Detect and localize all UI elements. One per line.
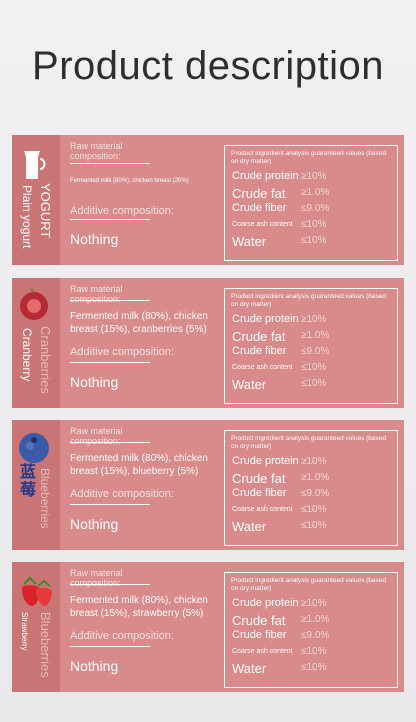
product-card: Blueberries 蓝莓 Raw material composition: Fe… [12, 420, 404, 550]
side-label: 蓝莓 [20, 464, 37, 499]
side-label: Blueberries [38, 468, 52, 529]
analysis-value: ≤9.0% [301, 346, 330, 357]
underline [70, 442, 150, 443]
product-card: YOGURT Plain yogurt Raw material compositi… [12, 135, 404, 265]
raw-material-label: Raw material composition: [70, 284, 123, 304]
side-label: YOGURT [38, 183, 53, 239]
analysis-name: Water [232, 234, 267, 249]
raw-material-label: Raw material composition: [70, 426, 123, 446]
additive-label: Additive composition: [70, 630, 174, 642]
additive-value: Nothing [70, 658, 119, 674]
product-card: Cranberries Cranberry Raw material composi… [12, 278, 404, 408]
analysis-title: Product ingredient analysis guaranteed v… [231, 435, 387, 450]
analysis-name: Crude protein [232, 597, 299, 609]
analysis-name: Crude fiber [232, 487, 287, 499]
underline [70, 219, 150, 220]
raw-material-text: Fermented milk (80%), chicken breast (15… [70, 453, 208, 477]
raw-material-text: Fermented milk (80%), chicken breast (20… [70, 178, 189, 184]
additive-label: Additive composition: [70, 346, 174, 358]
analysis-box: Product ingredient analysis guaranteed v… [224, 145, 398, 261]
analysis-value: ≤10% [301, 378, 327, 389]
underline [70, 646, 150, 647]
analysis-value: ≤10% [301, 219, 327, 230]
analysis-title: Product ingredient analysis guaranteed v… [231, 577, 387, 592]
analysis-name: Crude fat [232, 471, 286, 486]
side-strip: YOGURT Plain yogurt [12, 135, 60, 265]
analysis-name: Water [232, 377, 267, 392]
analysis-name: Crude fiber [232, 202, 287, 214]
analysis-name: Coarse ash content [232, 364, 293, 371]
analysis-value: ≥1.0% [301, 330, 330, 341]
analysis-value: ≤10% [301, 504, 327, 515]
analysis-name: Crude protein [232, 313, 299, 325]
analysis-value: ≤9.0% [301, 630, 330, 641]
analysis-value: ≤10% [301, 646, 327, 657]
analysis-name: Coarse ash content [232, 221, 293, 228]
analysis-name: Crude protein [232, 170, 299, 182]
raw-material-text: Fermented milk (80%), chicken breast (15… [70, 311, 208, 335]
analysis-name: Coarse ash content [232, 506, 293, 513]
raw-material-label: Raw material composition: [70, 568, 123, 588]
analysis-value: ≥1.0% [301, 187, 330, 198]
analysis-value: ≤10% [301, 235, 327, 246]
analysis-value: ≤10% [301, 662, 327, 673]
additive-label: Additive composition: [70, 205, 174, 217]
page-title: Product description [32, 44, 384, 88]
analysis-title: Product ingredient analysis guaranteed v… [231, 293, 387, 308]
analysis-name: Crude fat [232, 186, 286, 201]
additive-label: Additive composition: [70, 488, 174, 500]
analysis-value: ≥1.0% [301, 614, 330, 625]
product-icon [20, 288, 48, 320]
analysis-title: Product ingredient analysis guaranteed v… [231, 150, 387, 165]
product-icon [22, 576, 52, 606]
raw-material-label: Raw material composition: [70, 141, 123, 161]
side-label: Blueberries [38, 612, 53, 678]
analysis-value: ≥10% [301, 598, 327, 609]
analysis-name: Crude fat [232, 613, 286, 628]
additive-value: Nothing [70, 374, 119, 390]
product-card: Blueberries Strawberry Raw material compos… [12, 562, 404, 692]
side-label: Cranberries [38, 326, 53, 394]
underline [70, 362, 150, 363]
analysis-value: ≥1.0% [301, 472, 330, 483]
analysis-name: Crude fiber [232, 345, 287, 357]
analysis-name: Crude fat [232, 329, 286, 344]
raw-material-text: Fermented milk (80%), chicken breast (15… [70, 595, 208, 619]
analysis-box: Product ingredient analysis guaranteed v… [224, 430, 398, 546]
product-icon [24, 151, 46, 179]
analysis-name: Water [232, 661, 267, 676]
underline [70, 584, 150, 585]
analysis-box: Product ingredient analysis guaranteed v… [224, 288, 398, 404]
analysis-value: ≥10% [301, 314, 327, 325]
side-strip: Cranberries Cranberry [12, 278, 60, 408]
underline [70, 504, 150, 505]
analysis-name: Crude fiber [232, 629, 287, 641]
additive-value: Nothing [70, 231, 119, 247]
analysis-value: ≤10% [301, 520, 327, 531]
side-strip: Blueberries 蓝莓 [12, 420, 60, 550]
side-label: Strawberry [20, 612, 29, 651]
underline [70, 163, 150, 164]
side-label: Cranberry [20, 328, 34, 382]
analysis-name: Coarse ash content [232, 648, 293, 655]
side-label: Plain yogurt [20, 185, 34, 249]
analysis-value: ≤9.0% [301, 203, 330, 214]
analysis-name: Water [232, 519, 267, 534]
underline [70, 300, 150, 301]
analysis-value: ≤10% [301, 362, 327, 373]
analysis-name: Crude protein [232, 455, 299, 467]
analysis-value: ≥10% [301, 171, 327, 182]
analysis-value: ≥10% [301, 456, 327, 467]
analysis-value: ≤9.0% [301, 488, 330, 499]
side-strip: Blueberries Strawberry [12, 562, 60, 692]
analysis-box: Product ingredient analysis guaranteed v… [224, 572, 398, 688]
product-icon [19, 433, 49, 463]
additive-value: Nothing [70, 516, 119, 532]
